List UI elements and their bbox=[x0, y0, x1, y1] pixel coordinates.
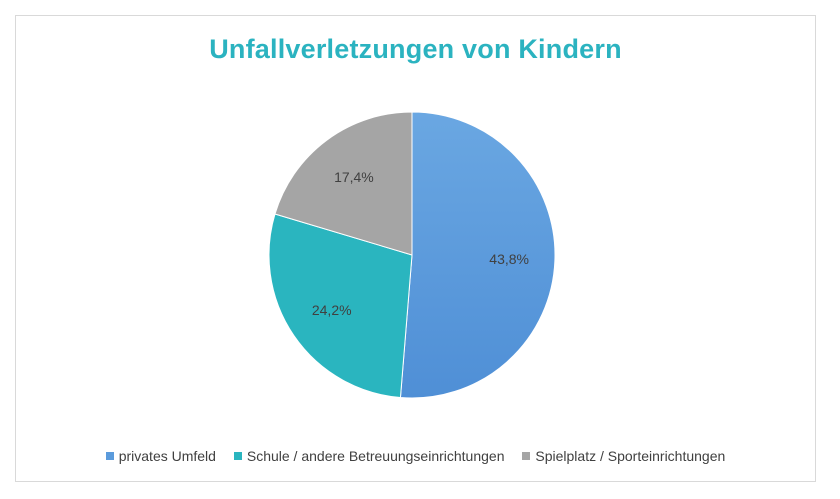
legend-swatch bbox=[233, 452, 242, 461]
pie-chart: 43,8% 24,2% 17,4% bbox=[268, 111, 556, 399]
legend-label: privates Umfeld bbox=[118, 448, 216, 464]
pie-slice-1 bbox=[268, 213, 413, 399]
legend-label: Schule / andere Betreuungseinrichtungen bbox=[246, 448, 505, 464]
pie-slice-0 bbox=[399, 111, 556, 399]
legend-item-spielplatz: Spielplatz / Sporteinrichtungen bbox=[522, 448, 725, 464]
chart-title: Unfallverletzungen von Kindern bbox=[209, 34, 622, 64]
legend-label: Spielplatz / Sporteinrichtungen bbox=[535, 448, 726, 464]
legend: privates Umfeld Schule / andere Betreuun… bbox=[16, 448, 815, 464]
legend-swatch bbox=[522, 452, 531, 461]
legend-item-privates-umfeld: privates Umfeld bbox=[105, 448, 216, 464]
chart-frame: Unfallverletzungen von Kindern 43,8% 24,2… bbox=[15, 15, 816, 482]
data-label-0: 43,8% bbox=[489, 251, 529, 267]
legend-item-schule: Schule / andere Betreuungseinrichtungen bbox=[233, 448, 505, 464]
data-label-1: 24,2% bbox=[312, 302, 352, 318]
legend-swatch bbox=[105, 452, 114, 461]
data-label-2: 17,4% bbox=[334, 169, 374, 185]
pie-slice-2 bbox=[274, 111, 413, 256]
